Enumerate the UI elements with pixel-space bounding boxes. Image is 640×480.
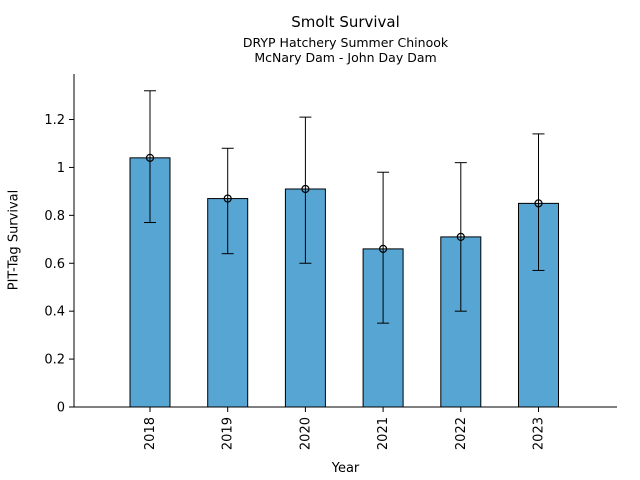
chart-subtitle-line2: McNary Dam - John Day Dam <box>254 50 437 65</box>
chart-title: Smolt Survival <box>291 13 400 31</box>
point-marker-2019 <box>223 194 232 203</box>
x-tick-label-2019: 2019 <box>221 417 236 450</box>
y-tick-label-1.2: 1.2 <box>44 113 65 128</box>
y-tick-label-0.8: 0.8 <box>44 209 65 224</box>
x-tick-label-2020: 2020 <box>298 417 313 450</box>
x-tick-label-2018: 2018 <box>143 417 158 450</box>
y-tick-label-0.6: 0.6 <box>44 257 65 272</box>
x-tick-label-2023: 2023 <box>532 417 547 450</box>
x-axis-label: Year <box>331 461 360 476</box>
point-marker-2023 <box>534 199 543 208</box>
point-marker-2021 <box>379 244 388 253</box>
y-tick-label-0.4: 0.4 <box>44 305 65 320</box>
x-tick-label-2022: 2022 <box>454 417 469 450</box>
point-marker-2020 <box>301 184 310 194</box>
y-tick-label-1: 1 <box>57 161 65 176</box>
point-marker-2022 <box>456 232 465 242</box>
y-tick-label-0.2: 0.2 <box>44 353 65 368</box>
chart-subtitle-line1: DRYP Hatchery Summer Chinook <box>242 35 449 50</box>
x-tick-label-2021: 2021 <box>376 417 391 450</box>
y-tick-label-0: 0 <box>57 401 65 416</box>
point-marker-2018 <box>145 153 155 162</box>
